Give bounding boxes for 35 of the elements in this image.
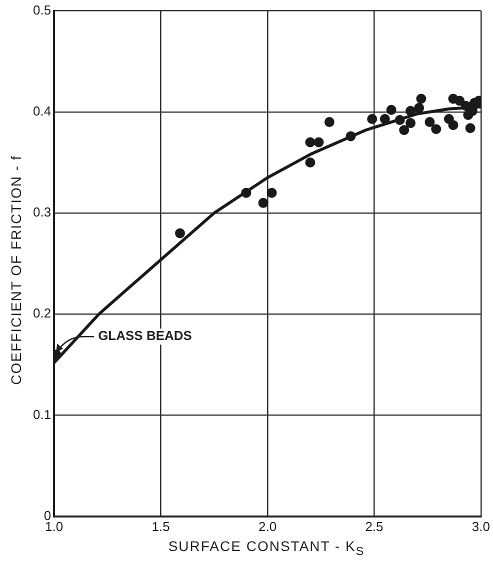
point xyxy=(266,188,277,198)
x-tick-label: 2.5 xyxy=(365,518,384,534)
y-tick-label: 0.1 xyxy=(32,406,52,422)
point xyxy=(380,114,390,124)
point xyxy=(431,124,442,134)
point xyxy=(367,114,378,124)
point xyxy=(394,115,405,126)
x-tick-label: 3.0 xyxy=(472,518,490,534)
point xyxy=(406,106,416,116)
point xyxy=(258,198,268,208)
point xyxy=(448,120,458,130)
point xyxy=(386,104,396,115)
x-tick-label: 2.0 xyxy=(258,518,277,534)
point xyxy=(406,118,416,128)
y-tick-label: 0.2 xyxy=(32,306,52,321)
point xyxy=(399,125,410,136)
x-tick-label: 1.5 xyxy=(152,518,170,534)
y-tick-label: 0.3 xyxy=(32,204,52,220)
point xyxy=(314,137,324,148)
y-tick-label: 0.5 xyxy=(32,2,52,18)
annotation: GLASS BEADS xyxy=(98,328,192,344)
point xyxy=(454,96,465,106)
point xyxy=(241,188,252,198)
point xyxy=(175,228,186,238)
point xyxy=(305,137,316,148)
point xyxy=(414,102,424,113)
y-tick-label: 0.4 xyxy=(32,104,52,118)
point xyxy=(305,157,316,168)
x-axis-title: SURFACE CONSTANT - K$_{S}$ xyxy=(167,538,366,558)
point xyxy=(346,131,356,142)
point xyxy=(416,94,426,104)
point xyxy=(465,123,476,134)
point xyxy=(324,117,334,128)
y-axis-title: COEFFICIENT OF FRICTION - f xyxy=(8,155,24,385)
point xyxy=(424,117,435,128)
